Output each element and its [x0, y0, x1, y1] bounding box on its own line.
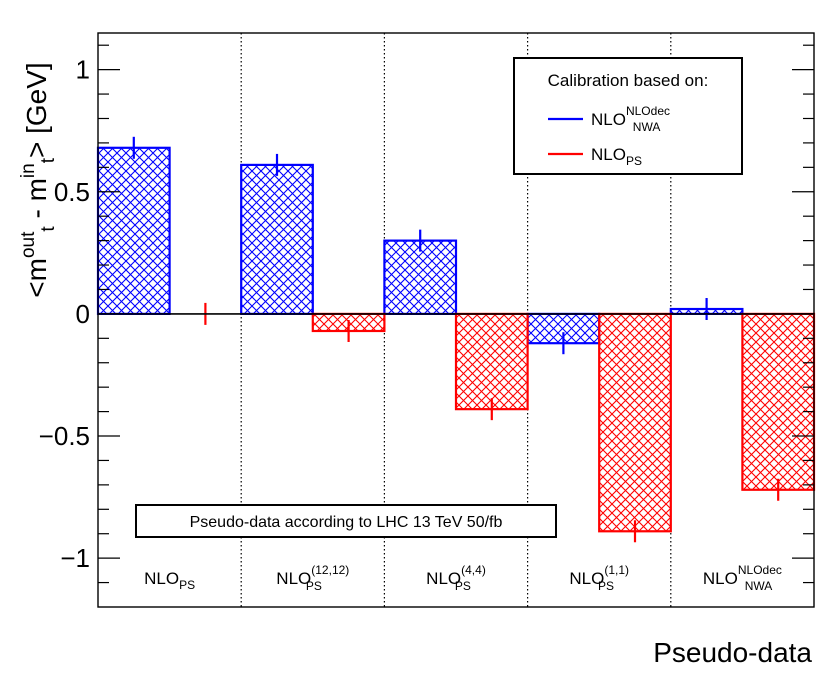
cat-sup: (1,1): [604, 563, 629, 577]
cat-sup: (12,12): [311, 563, 349, 577]
legend-sub: NWA: [633, 120, 661, 134]
y-tick-label: −0.5: [39, 421, 90, 451]
ylabel-open: <m: [21, 258, 52, 298]
plot-frame: [97, 32, 815, 608]
legend-label: NLONLOdec NWA: [591, 104, 670, 134]
legend-sup: NLOdec: [626, 104, 670, 118]
category-label: NLO(1,1) PS: [569, 563, 629, 593]
y-tick-label: 0.5: [54, 177, 90, 207]
cat-sup: (4,4): [461, 563, 486, 577]
category-label: NLOPS: [144, 569, 195, 592]
axes: [97, 32, 815, 608]
category-label: NLO(12,12) PS: [276, 563, 349, 593]
bar: [741, 312, 816, 491]
annotation: Pseudo-data according to LHC 13 TeV 50/f…: [135, 504, 557, 538]
legend-sub: PS: [626, 154, 642, 168]
y-tick-label: 1: [76, 55, 90, 85]
cat-base: NLO: [426, 569, 461, 588]
category-label: NLONLOdec NWA: [703, 563, 782, 593]
cat-base: NLO: [276, 569, 311, 588]
category-label: NLO(4,4) PS: [426, 563, 486, 593]
y-tick-label: −1: [60, 543, 90, 573]
ylabel-sub-t: t: [38, 157, 59, 163]
cat-base: NLO: [703, 569, 738, 588]
ylabel-close: > [GeV]: [21, 62, 52, 158]
legend-label: NLOPS: [591, 145, 642, 168]
legend-base: NLO: [591, 110, 626, 129]
bar: [383, 239, 458, 315]
cat-sub: PS: [455, 579, 471, 593]
ylabel-sup-out: out: [18, 231, 39, 258]
bar: [240, 163, 314, 315]
cat-sub: PS: [179, 578, 195, 592]
bar: [598, 312, 672, 533]
ylabel-sub-t: t: [38, 226, 59, 232]
labels: 10.50−0.5−1<moutt - mint> [GeV]Pseudo-da…: [18, 55, 812, 668]
annotation-text: Pseudo-data according to LHC 13 TeV 50/f…: [190, 514, 503, 531]
ylabel-sup-in: in: [18, 163, 39, 178]
cat-base: NLO: [144, 569, 179, 588]
legend-title: Calibration based on:: [548, 71, 709, 90]
annotation-box: [135, 504, 557, 538]
cat-sub: PS: [306, 579, 322, 593]
cat-sup: NLOdec: [738, 563, 782, 577]
cat-sub: PS: [598, 579, 614, 593]
bars: [96, 146, 816, 533]
x-axis-title: Pseudo-data: [653, 637, 812, 668]
y-axis-title: <moutt - mint> [GeV]: [18, 62, 59, 297]
ylabel-minus: - m: [21, 178, 52, 226]
cat-base: NLO: [569, 569, 604, 588]
bar: [454, 312, 529, 411]
bar: [96, 146, 171, 315]
cat-sub: NWA: [745, 579, 773, 593]
y-tick-label: 0: [76, 299, 90, 329]
legend-base: NLO: [591, 145, 626, 164]
